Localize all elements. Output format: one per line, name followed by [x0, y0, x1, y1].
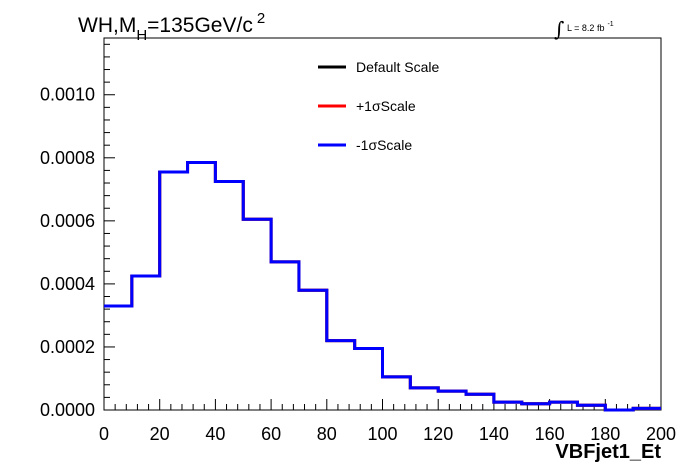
y-tick-label: 0.0006 [40, 211, 95, 231]
x-tick-label: 140 [479, 424, 509, 444]
x-tick-label: 40 [205, 424, 225, 444]
x-tick-label: 180 [590, 424, 620, 444]
chart-title: WH,MH=135GeV/c 2 [78, 10, 265, 44]
series-line--1-scale [104, 161, 661, 412]
legend-label: +1σScale [356, 98, 416, 114]
x-tick-label: 60 [261, 424, 281, 444]
y-tick-label: 0.0000 [40, 400, 95, 420]
x-tick-label: 0 [99, 424, 109, 444]
x-tick-label: 100 [367, 424, 397, 444]
legend-label: -1σScale [356, 137, 412, 153]
lumi-label-text: L = 8.2 fb [567, 23, 604, 33]
legend-label: Default Scale [356, 59, 439, 75]
lumi-integral: ∫ [554, 17, 564, 41]
x-tick-label: 200 [646, 424, 676, 444]
x-tick-label: 120 [423, 424, 453, 444]
y-tick-label: 0.0004 [40, 274, 95, 294]
x-tick-label: 80 [317, 424, 337, 444]
lumi-label: L = 8.2 fb -1 [567, 21, 614, 33]
chart-title-subscript: H [136, 27, 147, 44]
y-tick-label: 0.0008 [40, 148, 95, 168]
y-tick-label: 0.0010 [40, 85, 95, 105]
x-tick-label: 160 [535, 424, 565, 444]
chart-title-rest: =135GeV/c [147, 14, 253, 37]
legend: Default Scale +1σScale -1σScale [318, 59, 439, 153]
chart-title-main: WH,M [78, 14, 136, 37]
series-layer [104, 161, 661, 412]
axes-group: 0 20 40 60 80 100 120 140 160 180 200 0.0000 0.0002 0… [40, 43, 676, 444]
y-tick-label: 0.0002 [40, 337, 95, 357]
x-tick-label: 20 [150, 424, 170, 444]
lumi-label-superscript: -1 [607, 21, 613, 28]
x-axis-label: VBFjet1_Et [555, 441, 661, 463]
chart-title-superscript: 2 [257, 10, 265, 27]
